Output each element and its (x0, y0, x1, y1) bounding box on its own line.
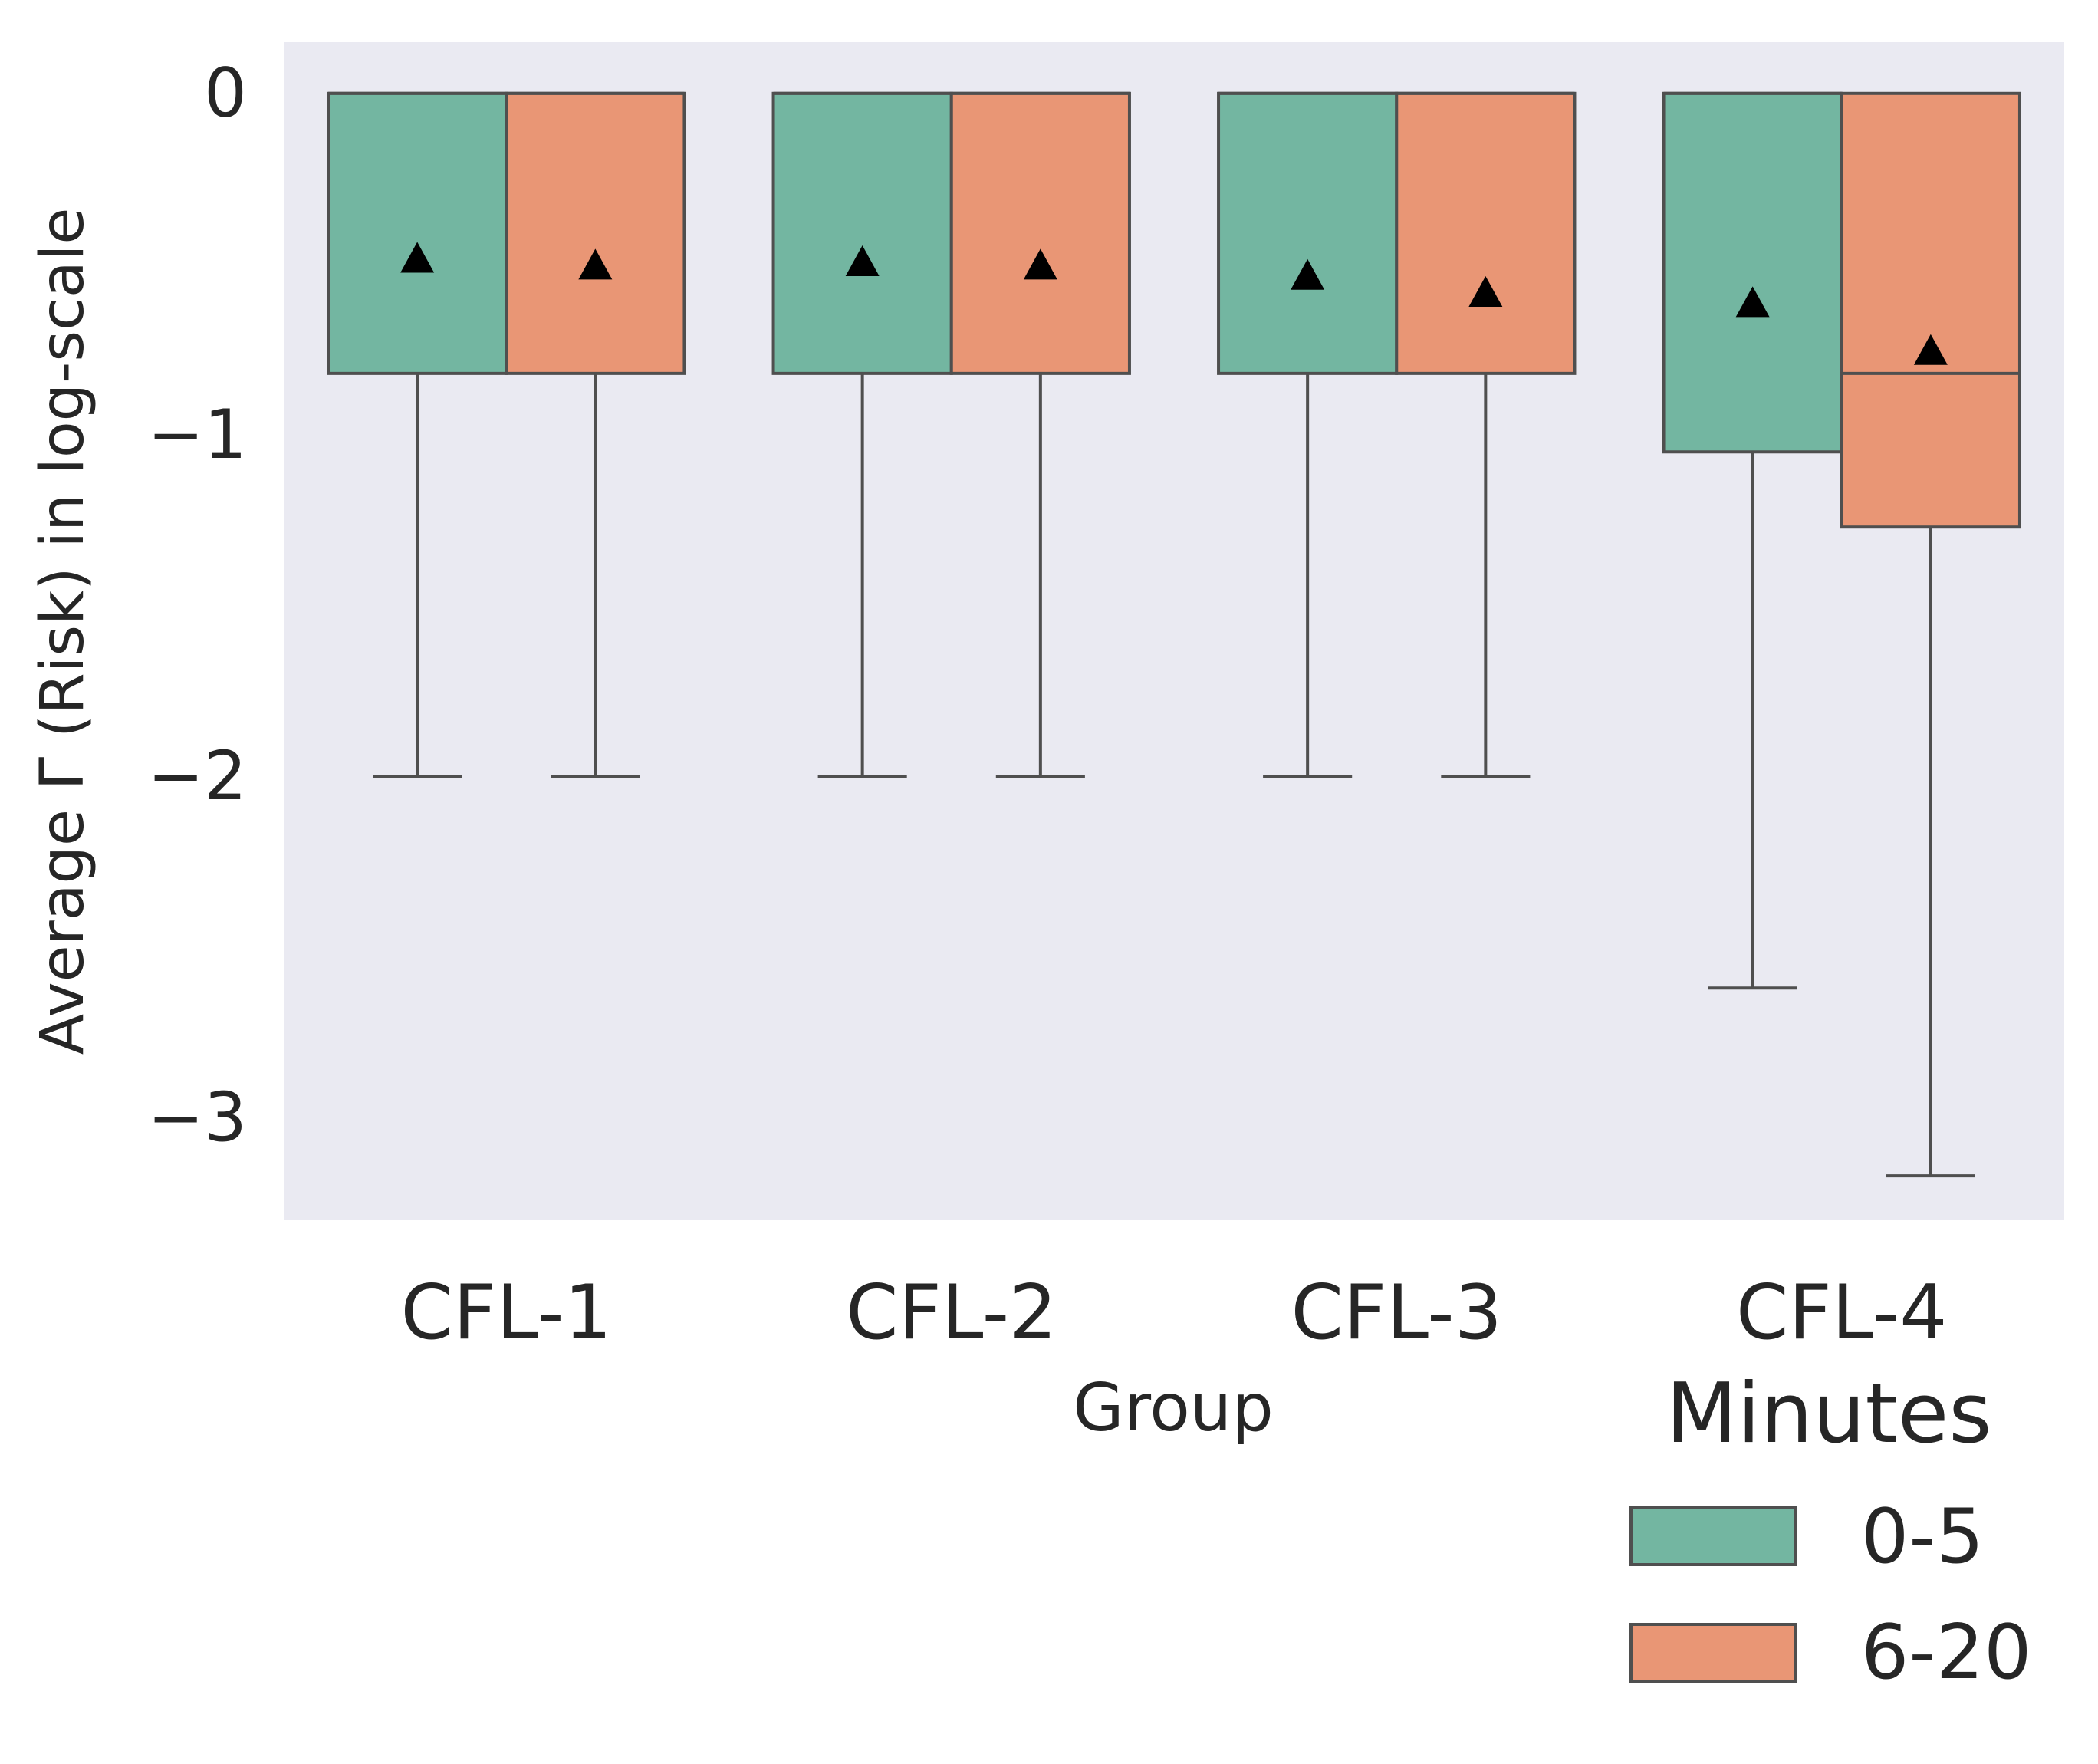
box-iqr (1840, 91, 2021, 529)
mean-marker (1023, 248, 1057, 280)
box-CFL-4-0-5 (1662, 91, 1843, 990)
x-tick-label: CFL-4 (1736, 1269, 1947, 1357)
y-tick-label: 0 (204, 54, 247, 133)
legend-label-0-5: 0-5 (1861, 1493, 1984, 1581)
box-CFL-3-0-5 (1217, 91, 1399, 778)
legend-swatch-6-20 (1629, 1623, 1797, 1683)
box-iqr (949, 91, 1131, 375)
mean-marker (1291, 258, 1325, 290)
x-axis-label: Group (1073, 1370, 1274, 1446)
x-tick-labels: CFL-1 CFL-2 CFL-3 CFL-4 (401, 1269, 1948, 1357)
mean-marker (578, 248, 613, 280)
box-CFL-2-0-5 (771, 91, 953, 778)
x-tick-label: CFL-2 (846, 1269, 1057, 1357)
x-tick-label: CFL-3 (1291, 1269, 1502, 1357)
box-CFL-2-6-20 (949, 91, 1131, 778)
mean-marker (400, 242, 435, 273)
legend: Minutes 0-5 6-20 (1629, 1366, 2031, 1697)
mean-marker (1735, 286, 1770, 318)
box-CFL-3-6-20 (1395, 91, 1577, 778)
y-axis-label: Average Γ (Risk) in log-scale (28, 208, 97, 1055)
box-iqr (505, 91, 686, 375)
box-iqr (1217, 91, 1399, 375)
box-iqr (327, 91, 508, 375)
box-iqr (771, 91, 953, 375)
boxes-layer (327, 91, 2021, 1178)
legend-label-6-20: 6-20 (1861, 1609, 2031, 1697)
mean-marker (1468, 276, 1503, 308)
legend-swatch-0-5 (1629, 1506, 1797, 1566)
box-iqr (1395, 91, 1577, 375)
y-tick-labels: 0 −1 −2 −3 (147, 54, 247, 1157)
y-tick-label: −1 (147, 395, 247, 474)
mean-marker (1913, 334, 1948, 365)
box-iqr (1662, 91, 1843, 454)
mean-marker (845, 245, 880, 276)
x-tick-label: CFL-1 (401, 1269, 612, 1357)
y-tick-label: −3 (147, 1078, 247, 1157)
box-CFL-1-6-20 (505, 91, 686, 778)
y-tick-label: −2 (147, 736, 247, 815)
box-CFL-4-6-20 (1840, 91, 2021, 1178)
legend-title: Minutes (1666, 1366, 1991, 1462)
box-CFL-1-0-5 (327, 91, 508, 778)
